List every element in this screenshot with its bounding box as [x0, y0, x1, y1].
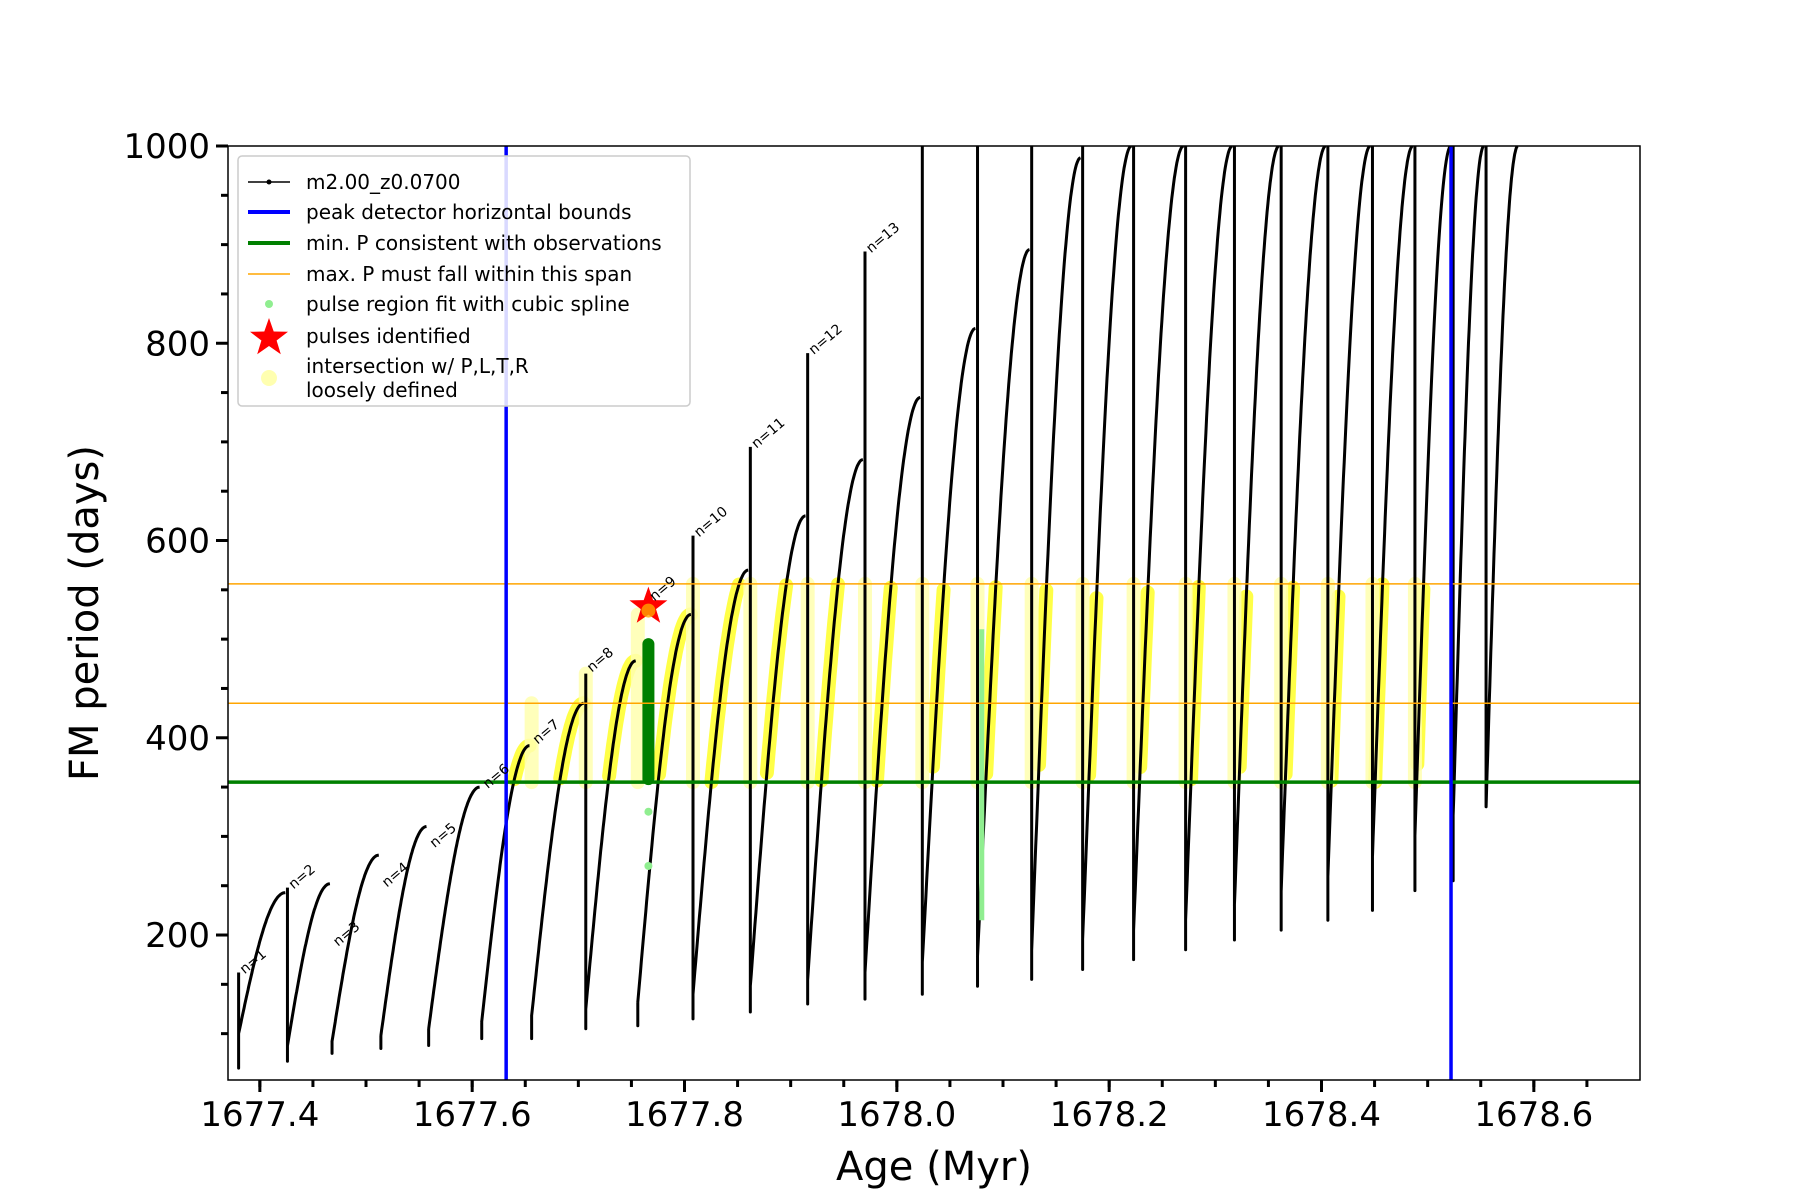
spline-point	[644, 807, 653, 816]
period-cycle-line	[584, 659, 637, 1031]
x-tick-label: 1677.8	[625, 1095, 744, 1135]
legend-star-swatch	[250, 318, 288, 355]
period-cycle-line	[1451, 146, 1485, 883]
period-cycle-line	[1030, 146, 1082, 981]
legend-series-marker	[266, 179, 272, 185]
legend-box	[237, 155, 691, 407]
period-cycle-line	[1279, 146, 1327, 932]
period-cycle-line	[920, 146, 976, 996]
period-cycle-line	[636, 613, 692, 1028]
period-cycle-line	[379, 825, 428, 1050]
period-cycle-line	[1184, 146, 1233, 952]
period-cycle-line	[1326, 146, 1372, 922]
x-tick-label: 1678.6	[1474, 1095, 1593, 1135]
y-tick-label: 1000	[123, 127, 210, 167]
legend-label: m2.00_z0.0700	[306, 170, 461, 194]
period-cycle-line	[1413, 146, 1452, 893]
y-tick-label: 600	[145, 522, 210, 562]
y-axis-title: FM period (days)	[62, 445, 108, 781]
period-cycle-line	[480, 744, 531, 1041]
x-tick-label: 1678.0	[837, 1095, 956, 1135]
period-cycle-line	[237, 891, 287, 1070]
period-cycle-line	[330, 853, 380, 1055]
identified-pulse-marker	[641, 603, 656, 618]
period-cycle-line	[530, 701, 585, 1041]
period-cycle-line	[1484, 146, 1519, 809]
period-cycle-line	[806, 353, 864, 1006]
spline-point	[644, 861, 653, 870]
period-series-layer	[237, 146, 1519, 1070]
legend-label: min. P consistent with observations	[306, 231, 662, 255]
period-cycle-line	[427, 785, 481, 1047]
legend-label: pulses identified	[306, 324, 471, 348]
period-cycle-line	[691, 535, 749, 1021]
plot-frame	[227, 145, 1641, 1081]
y-tick-label: 800	[145, 324, 210, 364]
y-tick-label: 400	[145, 719, 210, 759]
legend-label: pulse region fit with cubic spline	[306, 292, 630, 316]
period-cycle-line	[1232, 146, 1280, 942]
period-cycle-line	[1132, 146, 1185, 962]
x-tick-label: 1677.4	[200, 1095, 319, 1135]
period-cycle-line	[1081, 146, 1133, 972]
x-tick-label: 1677.6	[413, 1095, 532, 1135]
period-cycle-line	[285, 882, 331, 1063]
period-cycle-line	[863, 251, 921, 1001]
period-cycle-line	[748, 446, 807, 1014]
legend-label: peak detector horizontal bounds	[306, 200, 632, 224]
legend-label-line2: loosely defined	[306, 378, 458, 402]
legend-label: max. P must fall within this span	[306, 262, 632, 286]
y-tick-label: 200	[145, 916, 210, 956]
axes-layer: 1677.4 1677.6 1677.8 1678.0 1678.2 1678.4 1678…	[123, 127, 1641, 1135]
x-tick-label: 1678.2	[1050, 1095, 1169, 1135]
legend-label: intersection w/ P,L,T,R	[306, 354, 529, 378]
highlight-layer	[629, 586, 985, 921]
x-tick-label: 1678.4	[1262, 1095, 1381, 1135]
x-axis-title: Age (Myr)	[836, 1144, 1032, 1190]
period-cycle-line	[1370, 146, 1414, 912]
legend-dot-swatch	[265, 300, 273, 308]
legend-circle-swatch	[261, 370, 277, 386]
